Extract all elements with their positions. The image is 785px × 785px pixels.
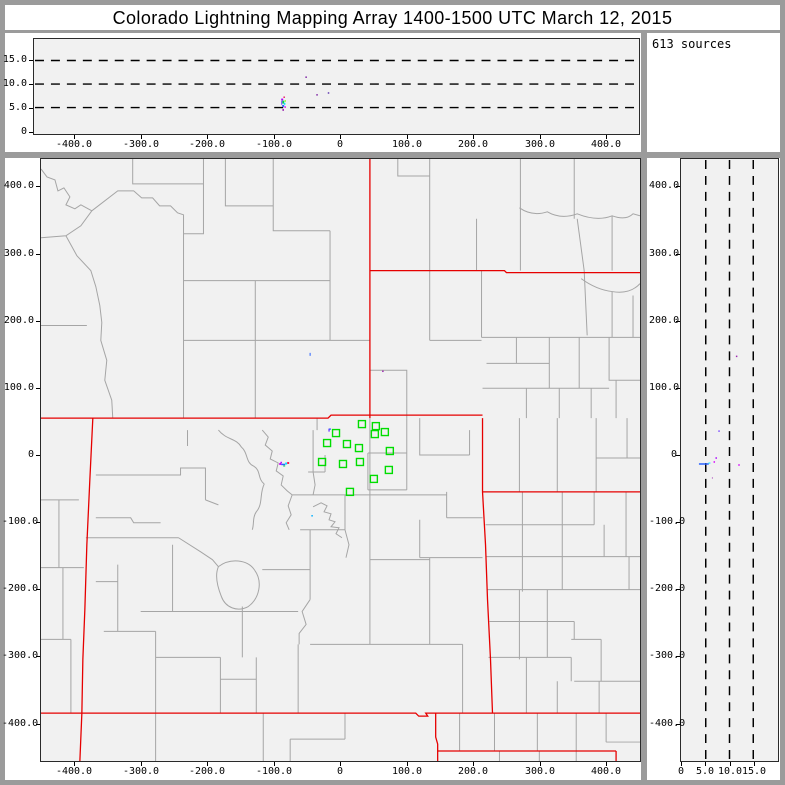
lightning-source-dot <box>711 477 713 479</box>
source-count-label: 613 sources <box>652 37 732 51</box>
lightning-source-dot <box>305 76 307 78</box>
lma-station-square <box>354 443 364 453</box>
lightning-source-dot <box>281 100 283 105</box>
county-lines-wyoming <box>41 159 370 419</box>
lightning-source-dot <box>282 108 284 111</box>
lightning-source-dot <box>698 463 709 465</box>
altitude-ns-plot <box>680 158 779 762</box>
lma-station-square <box>369 474 379 484</box>
lma-station-square <box>342 439 352 449</box>
lma-station-square <box>384 465 394 475</box>
county-lines-colorado-plains <box>292 418 483 714</box>
lma-station-square <box>331 428 341 438</box>
county-boundaries <box>41 159 640 761</box>
altitude-ew-plot <box>33 38 640 135</box>
lightning-source-dot <box>327 92 330 94</box>
lightning-source-dot <box>283 465 286 467</box>
altitude-gridlines-ns <box>705 159 754 761</box>
lma-station-square <box>345 487 355 497</box>
lightning-source-dot <box>283 102 286 105</box>
lightning-source-dot <box>282 100 285 104</box>
lightning-source-dot <box>715 457 717 459</box>
county-lines-nebraska <box>369 159 640 492</box>
county-lines-mountains <box>85 429 311 714</box>
lightning-source-dot <box>280 461 282 464</box>
lma-station-square <box>370 429 380 439</box>
lightning-source-dot <box>316 94 318 96</box>
state-boundaries <box>41 159 640 761</box>
lma-station-square <box>357 419 367 429</box>
lightning-source-dot <box>309 352 311 356</box>
county-lines-utah <box>41 324 87 714</box>
lightning-source-dot <box>311 515 313 517</box>
lightning-source-dot <box>382 370 384 373</box>
lma-station-square <box>380 427 390 437</box>
lightning-sources-ns <box>698 355 740 479</box>
lightning-source-dot <box>285 462 288 465</box>
map-plot-canvas <box>41 159 640 761</box>
lightning-source-dot <box>287 461 290 464</box>
county-lines-kansas <box>485 491 640 714</box>
lightning-source-dot <box>735 355 738 358</box>
lightning-source-dot <box>283 96 285 98</box>
lightning-source-dot <box>281 463 286 466</box>
lightning-source-dot <box>279 462 282 465</box>
lightning-source-dot <box>328 428 330 432</box>
lma-station-square <box>322 438 332 448</box>
lightning-source-dot <box>329 428 331 430</box>
county-lines-front-range <box>261 418 350 558</box>
county-lines-new-mexico <box>155 713 640 761</box>
lma-station-square <box>385 446 395 456</box>
lightning-source-dot <box>281 98 284 101</box>
lightning-source-dot <box>284 106 286 108</box>
lightning-source-dot <box>718 430 720 432</box>
title-bar: Colorado Lightning Mapping Array 1400-15… <box>5 5 780 30</box>
altitude-ns-panel <box>647 158 780 780</box>
lightning-sources-ew <box>281 76 330 111</box>
source-count-panel: 613 sources <box>647 33 780 152</box>
altitude-gridlines-ew <box>34 59 639 109</box>
map-plot <box>40 158 641 762</box>
map-panel <box>5 158 641 780</box>
lightning-source-dot <box>708 462 711 464</box>
page-title: Colorado Lightning Mapping Array 1400-15… <box>112 8 673 28</box>
lma-stations <box>317 419 395 497</box>
lma-station-square <box>317 457 327 467</box>
lightning-source-dot <box>738 464 740 466</box>
altitude-ew-plot-canvas <box>34 59 639 111</box>
lma-station-square <box>371 421 381 431</box>
altitude-ew-panel <box>5 33 641 152</box>
altitude-ns-plot-canvas <box>698 159 754 761</box>
lightning-sources-map <box>279 352 384 517</box>
lightning-source-dot <box>284 99 286 102</box>
lightning-source-dot <box>713 461 716 463</box>
lma-station-square <box>355 457 365 467</box>
lightning-source-dot <box>282 104 285 107</box>
lma-station-square <box>338 459 348 469</box>
